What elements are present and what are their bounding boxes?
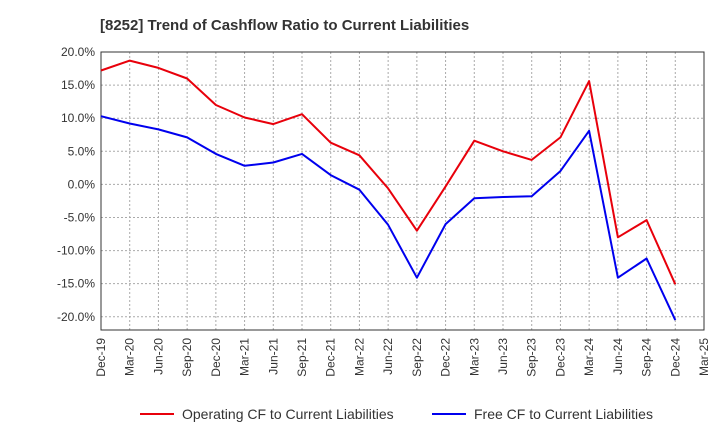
x-tick-label: Jun-21 bbox=[266, 338, 280, 375]
x-tick-label: Mar-20 bbox=[123, 338, 137, 376]
y-tick-label: -10.0% bbox=[57, 244, 95, 258]
x-tick-label: Jun-24 bbox=[611, 338, 625, 375]
x-tick-label: Dec-19 bbox=[94, 338, 108, 377]
y-tick-label: -5.0% bbox=[64, 210, 96, 224]
x-tick-label: Dec-20 bbox=[209, 338, 223, 377]
x-tick-label: Mar-23 bbox=[467, 338, 481, 376]
series-lines bbox=[100, 59, 677, 321]
x-tick-label: Sep-20 bbox=[180, 338, 194, 377]
x-tick-label: Dec-24 bbox=[668, 338, 682, 377]
free-cf-line bbox=[100, 115, 677, 321]
grid bbox=[100, 51, 705, 330]
legend: Operating CF to Current Liabilities Free … bbox=[140, 406, 653, 422]
x-tick-label: Jun-20 bbox=[151, 338, 165, 375]
y-tick-label: 15.0% bbox=[61, 78, 95, 92]
x-tick-label: Dec-21 bbox=[324, 338, 338, 377]
y-tick-label: 20.0% bbox=[61, 45, 95, 59]
x-tick-label: Sep-24 bbox=[640, 338, 654, 377]
y-tick-label: -20.0% bbox=[57, 310, 95, 324]
y-tick-label: 10.0% bbox=[61, 111, 95, 125]
x-tick-label: Sep-23 bbox=[525, 338, 539, 377]
y-tick-label: 5.0% bbox=[68, 144, 96, 158]
x-tick-label: Mar-21 bbox=[238, 338, 252, 376]
chart-title: [8252] Trend of Cashflow Ratio to Curren… bbox=[100, 17, 469, 34]
x-tick-label: Dec-22 bbox=[439, 338, 453, 377]
x-tick-label: Jun-22 bbox=[381, 338, 395, 375]
x-tick-label: Dec-23 bbox=[553, 338, 567, 377]
axes: 20.0% 15.0% 10.0% 5.0% 0.0% -5.0% -10.0% -15.0%… bbox=[57, 45, 711, 377]
x-tick-label: Mar-22 bbox=[352, 338, 366, 376]
operating-cf-line bbox=[100, 59, 677, 285]
x-tick-label: Mar-25 bbox=[697, 338, 711, 376]
x-tick-label: Jun-23 bbox=[496, 338, 510, 375]
legend-label: Operating CF to Current Liabilities bbox=[182, 406, 394, 422]
y-tick-label: 0.0% bbox=[68, 177, 96, 191]
plot-area-border bbox=[100, 51, 705, 331]
x-tick-label: Sep-22 bbox=[410, 338, 424, 377]
x-tick-label: Sep-21 bbox=[295, 338, 309, 377]
legend-label: Free CF to Current Liabilities bbox=[474, 406, 653, 422]
y-tick-label: -15.0% bbox=[57, 277, 95, 291]
x-tick-label: Mar-24 bbox=[582, 338, 596, 376]
